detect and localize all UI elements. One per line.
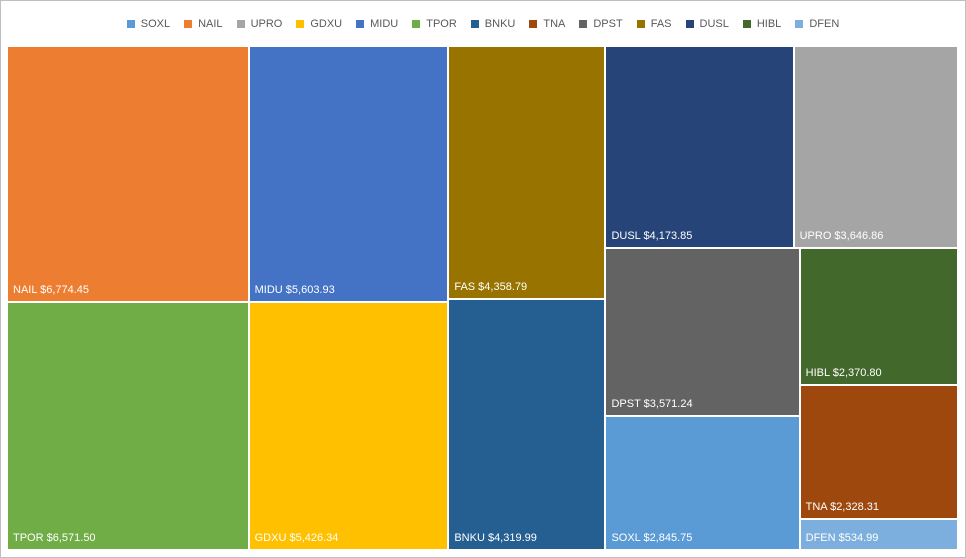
treemap-tile-hibl: HIBL $2,370.80	[799, 248, 958, 386]
legend-label-hibl: HIBL	[756, 18, 782, 30]
data-label-dfen: DFEN $534.99	[805, 531, 879, 544]
legend-swatch-tpor	[412, 20, 421, 28]
legend-label-dusl: DUSL	[699, 18, 729, 30]
legend-label-dpst: DPST	[593, 18, 623, 30]
legend-label-nail: NAIL	[198, 18, 223, 30]
legend-item-tna: TNA	[529, 18, 565, 30]
data-label-tna: TNA $2,328.31	[805, 501, 880, 514]
treemap-tile-tna: TNA $2,328.31	[799, 385, 958, 520]
data-label-upro: UPRO $3,646.86	[799, 230, 884, 243]
data-label-nail: NAIL $6,774.45	[13, 283, 90, 296]
legend-label-midu: MIDU	[370, 18, 399, 30]
treemap-tile-nail: NAIL $6,774.45	[7, 46, 249, 302]
legend-swatch-gdxu	[296, 20, 305, 28]
data-label-fas: FAS $4,358.79	[454, 281, 528, 294]
legend-swatch-tna	[529, 20, 538, 28]
data-label-dpst: DPST $3,571.24	[611, 398, 693, 411]
legend-label-upro: UPRO	[250, 18, 283, 30]
legend-label-tna: TNA	[543, 18, 566, 30]
legend-item-tpor: TPOR	[412, 18, 457, 30]
legend-swatch-upro	[236, 20, 245, 28]
legend-item-dfen: DFEN	[795, 18, 839, 30]
treemap-tile-fas: FAS $4,358.79	[448, 46, 606, 300]
legend-item-dpst: DPST	[579, 18, 623, 30]
legend-swatch-dfen	[795, 20, 804, 28]
data-label-gdxu: GDXU $5,426.34	[254, 531, 339, 544]
legend-item-dusl: DUSL	[685, 18, 729, 30]
legend-label-dfen: DFEN	[809, 18, 840, 30]
legend-item-upro: UPRO	[236, 18, 283, 30]
legend-item-soxl: SOXL	[126, 18, 171, 30]
treemap-tile-dpst: DPST $3,571.24	[605, 248, 800, 417]
legend-swatch-nail	[184, 20, 193, 28]
legend-label-fas: FAS	[650, 18, 672, 30]
treemap-plot: NAIL $6,774.45 TPOR $6,571.50 MIDU $5,603.…	[7, 46, 958, 550]
chart-legend: SOXL NAIL UPRO GDXU MIDU TPOR BNKU TNA DPST FAS DU…	[0, 14, 966, 34]
legend-label-gdxu: GDXU	[310, 18, 343, 30]
data-label-soxl: SOXL $2,845.75	[611, 531, 693, 544]
data-label-dusl: DUSL $4,173.85	[611, 230, 693, 243]
legend-item-fas: FAS	[636, 18, 672, 30]
treemap-tile-tpor: TPOR $6,571.50	[7, 301, 249, 550]
data-label-bnku: BNKU $4,319.99	[454, 531, 537, 544]
legend-swatch-dpst	[579, 20, 588, 28]
data-label-midu: MIDU $5,603.93	[254, 284, 335, 297]
legend-label-soxl: SOXL	[140, 18, 171, 30]
treemap-tile-dfen: DFEN $534.99	[799, 519, 958, 550]
legend-item-midu: MIDU	[356, 18, 398, 30]
legend-swatch-fas	[636, 20, 645, 28]
treemap-tile-soxl: SOXL $2,845.75	[605, 416, 800, 550]
legend-label-bnku: BNKU	[484, 18, 516, 30]
treemap-tile-dusl: DUSL $4,173.85	[605, 46, 794, 249]
legend-swatch-midu	[356, 20, 365, 28]
legend-swatch-bnku	[470, 20, 479, 28]
legend-swatch-soxl	[126, 20, 135, 28]
data-label-hibl: HIBL $2,370.80	[805, 367, 882, 380]
legend-item-nail: NAIL	[184, 18, 223, 30]
legend-item-hibl: HIBL	[742, 18, 782, 30]
legend-label-tpor: TPOR	[426, 18, 457, 30]
treemap-tile-midu: MIDU $5,603.93	[248, 46, 449, 303]
data-label-tpor: TPOR $6,571.50	[13, 531, 96, 544]
treemap-tile-upro: UPRO $3,646.86	[793, 46, 958, 249]
legend-swatch-hibl	[742, 20, 751, 28]
treemap-tile-gdxu: GDXU $5,426.34	[248, 302, 449, 550]
legend-item-gdxu: GDXU	[296, 18, 342, 30]
treemap-tile-bnku: BNKU $4,319.99	[448, 299, 606, 550]
legend-swatch-dusl	[685, 20, 694, 28]
legend-item-bnku: BNKU	[470, 18, 516, 30]
